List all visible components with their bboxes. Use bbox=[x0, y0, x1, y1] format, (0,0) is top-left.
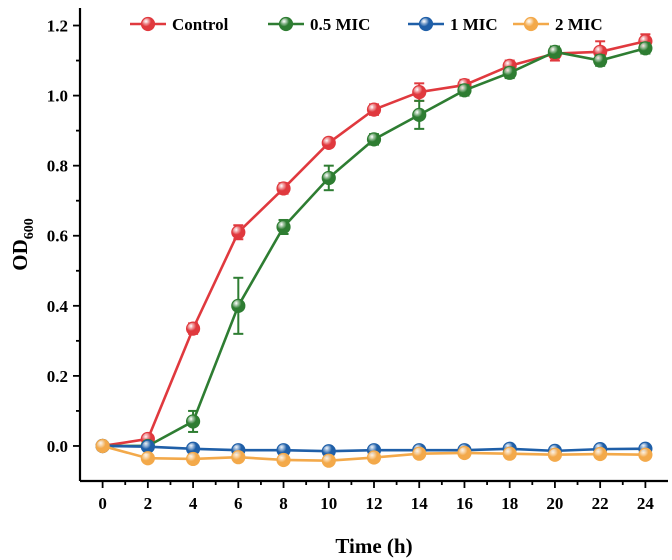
data-point bbox=[231, 450, 246, 465]
data-point bbox=[547, 44, 563, 59]
x-tick-label: 0 bbox=[98, 494, 107, 513]
series-control bbox=[95, 33, 653, 454]
x-tick-label: 8 bbox=[279, 494, 288, 513]
data-point bbox=[366, 102, 382, 117]
legend-entry: 0.5 MIC bbox=[268, 15, 370, 34]
data-point bbox=[185, 414, 201, 429]
data-point bbox=[593, 446, 608, 462]
x-tick-label: 12 bbox=[366, 494, 383, 513]
x-tick-label: 18 bbox=[501, 494, 518, 513]
legend-marker bbox=[278, 16, 294, 32]
data-point bbox=[185, 321, 201, 336]
data-point bbox=[140, 451, 155, 466]
x-tick-label: 20 bbox=[546, 494, 563, 513]
data-point bbox=[412, 107, 427, 122]
data-point bbox=[457, 83, 472, 98]
legend-marker bbox=[140, 16, 156, 32]
data-point bbox=[321, 135, 336, 150]
data-point bbox=[321, 170, 336, 186]
y-axis-title-main: OD bbox=[8, 239, 32, 271]
series-line bbox=[102, 40, 646, 448]
data-point bbox=[231, 298, 246, 313]
series-layer bbox=[95, 33, 653, 468]
legend-label: 1 MIC bbox=[450, 15, 498, 34]
y-tick-label: 0.2 bbox=[47, 367, 68, 386]
legend-entry: Control bbox=[130, 15, 229, 34]
data-point bbox=[321, 453, 336, 468]
y-tick-label: 1.2 bbox=[47, 17, 68, 36]
y-tick-label: 0.4 bbox=[47, 297, 69, 316]
legend: Control 0.5 MIC 1 MIC 2 MIC bbox=[130, 15, 603, 34]
data-point bbox=[638, 41, 653, 56]
x-tick-label: 16 bbox=[456, 494, 473, 513]
x-tick-label: 14 bbox=[411, 494, 429, 513]
data-point bbox=[95, 438, 110, 454]
legend-entry: 2 MIC bbox=[513, 15, 603, 34]
data-point bbox=[412, 446, 427, 461]
legend-label: 2 MIC bbox=[555, 15, 603, 34]
x-tick-label: 4 bbox=[189, 494, 198, 513]
x-axis-title: Time (h) bbox=[335, 534, 412, 558]
data-point bbox=[412, 84, 427, 100]
axes bbox=[78, 8, 668, 483]
data-point bbox=[231, 225, 246, 240]
x-axis-ticks: 0 2 4 6 8 10 12 14 16 18 20 22 24 bbox=[98, 481, 654, 513]
x-tick-label: 24 bbox=[637, 494, 655, 513]
data-point bbox=[366, 450, 382, 465]
legend-label: 0.5 MIC bbox=[310, 15, 370, 34]
x-tick-label: 2 bbox=[144, 494, 153, 513]
data-point bbox=[547, 447, 563, 462]
y-tick-label: 0.6 bbox=[47, 227, 68, 246]
data-point bbox=[366, 132, 382, 147]
x-tick-label: 22 bbox=[592, 494, 609, 513]
data-point bbox=[593, 53, 608, 68]
data-point bbox=[276, 181, 291, 196]
series-2-mic bbox=[95, 438, 653, 468]
y-tick-label: 0.8 bbox=[47, 157, 68, 176]
data-point bbox=[185, 451, 201, 467]
data-point bbox=[276, 219, 291, 235]
y-tick-label: 1.0 bbox=[47, 87, 68, 106]
y-axis-title-subscript: 600 bbox=[22, 218, 37, 239]
legend-label: Control bbox=[172, 15, 229, 34]
data-point bbox=[638, 447, 653, 462]
y-axis-title: OD600 bbox=[8, 218, 37, 271]
y-axis-ticks: 0.0 0.2 0.4 0.6 0.8 1.0 1.2 bbox=[47, 17, 80, 456]
data-point bbox=[502, 65, 517, 80]
data-point bbox=[457, 445, 472, 461]
legend-entry: 1 MIC bbox=[408, 15, 498, 34]
x-tick-label: 10 bbox=[320, 494, 337, 513]
legend-marker bbox=[523, 16, 539, 32]
data-point bbox=[502, 446, 517, 461]
legend-marker bbox=[418, 16, 434, 32]
y-tick-label: 0.0 bbox=[47, 437, 68, 456]
x-tick-label: 6 bbox=[234, 494, 243, 513]
data-point bbox=[276, 452, 291, 468]
